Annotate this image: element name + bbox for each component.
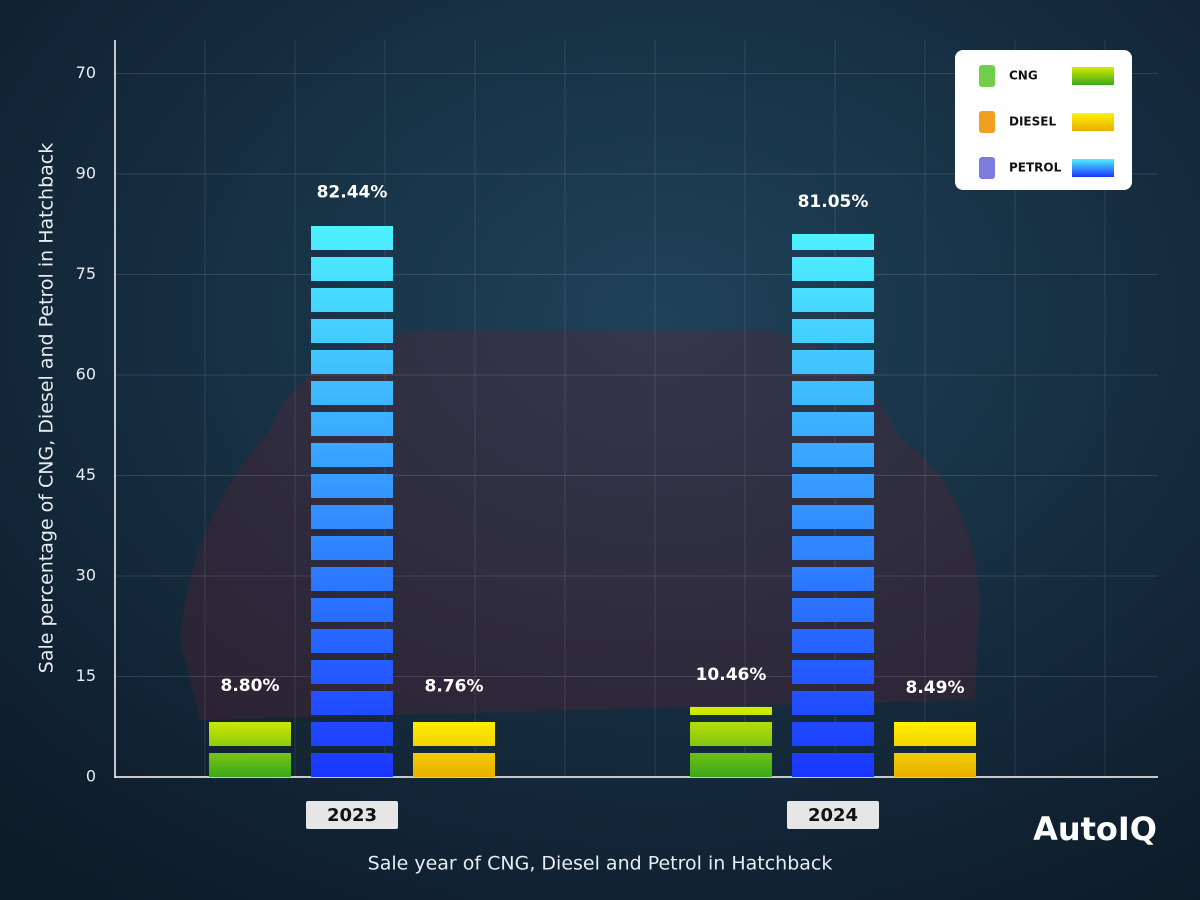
- legend-icon: [979, 111, 995, 133]
- x-tick-label: 2024: [808, 805, 858, 826]
- bar: [209, 718, 291, 777]
- bar: [413, 718, 495, 777]
- y-tick-label: 60: [76, 365, 96, 384]
- bar: [690, 706, 772, 777]
- value-label: 8.80%: [221, 676, 280, 696]
- y-tick-label: 45: [76, 465, 96, 484]
- legend-swatch: [1072, 67, 1114, 85]
- legend-icon: [979, 157, 995, 179]
- y-tick-label: 30: [76, 566, 96, 585]
- y-tick-label: 75: [76, 264, 96, 283]
- bar: [792, 233, 874, 778]
- category-box: [306, 801, 398, 829]
- legend-icon: [979, 65, 995, 87]
- brand: AutoIQ: [1033, 810, 1157, 848]
- value-label: 81.05%: [798, 192, 869, 212]
- legend-swatch: [1072, 113, 1114, 131]
- y-tick-label: 90: [76, 164, 96, 183]
- y-axis-label: Sale percentage of CNG, Diesel and Petro…: [36, 143, 58, 673]
- bar: [311, 224, 393, 778]
- x-tick-label: 2023: [327, 805, 377, 826]
- x-axis-label: Sale year of CNG, Diesel and Petrol in H…: [368, 853, 833, 875]
- value-label: 10.46%: [696, 665, 767, 685]
- y-tick-label: 15: [76, 666, 96, 685]
- y-tick-label: 70: [76, 63, 96, 82]
- legend-label: DIESEL: [1009, 115, 1056, 129]
- value-label: 8.76%: [425, 676, 484, 696]
- bar: [894, 720, 976, 777]
- value-label: 82.44%: [317, 183, 388, 203]
- legend-swatch: [1072, 159, 1114, 177]
- legend-label: CNG: [1009, 69, 1038, 83]
- legend-label: PETROL: [1009, 161, 1062, 175]
- category-box: [787, 801, 879, 829]
- value-label: 8.49%: [906, 678, 965, 698]
- y-tick-label: 0: [86, 767, 96, 786]
